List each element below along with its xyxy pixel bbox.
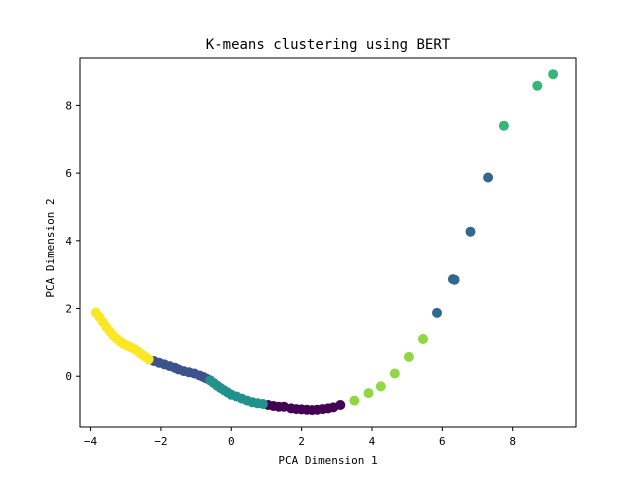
chart-title: K-means clustering using BERT: [206, 37, 451, 53]
x-tick-label: −4: [84, 435, 98, 448]
y-axis-ticks: 0 2 4 6 8: [65, 99, 80, 383]
x-axis-label: PCA Dimension 1: [278, 454, 377, 467]
data-point: [349, 395, 360, 406]
points-layer: [90, 69, 559, 416]
data-point: [465, 226, 476, 237]
data-point: [257, 399, 268, 409]
y-tick-label: 8: [65, 99, 72, 112]
x-tick-label: 0: [228, 435, 235, 448]
x-tick-label: 2: [298, 435, 305, 448]
y-tick-label: 2: [65, 303, 72, 316]
y-tick-label: 6: [65, 167, 72, 180]
data-point: [335, 400, 346, 410]
x-tick-label: 4: [369, 435, 376, 448]
x-axis-ticks: −4 −2 0 2 4 6 8: [84, 427, 516, 448]
plot-frame: [79, 57, 577, 428]
data-point: [389, 368, 400, 379]
data-point: [449, 274, 460, 285]
data-point: [548, 69, 559, 80]
data-point: [363, 388, 374, 399]
data-point: [143, 354, 154, 365]
data-point: [532, 80, 543, 91]
data-point: [403, 351, 414, 362]
data-point: [483, 172, 494, 183]
data-point: [418, 334, 428, 344]
x-tick-label: −2: [154, 435, 167, 448]
data-point: [375, 381, 386, 392]
data-point: [498, 120, 509, 131]
x-tick-label: 6: [439, 435, 446, 448]
y-axis-label: PCA Dimension 2: [44, 198, 57, 297]
data-point: [432, 307, 442, 318]
y-tick-label: 0: [65, 370, 72, 383]
x-tick-label: 8: [509, 435, 516, 448]
y-tick-label: 4: [65, 235, 72, 248]
